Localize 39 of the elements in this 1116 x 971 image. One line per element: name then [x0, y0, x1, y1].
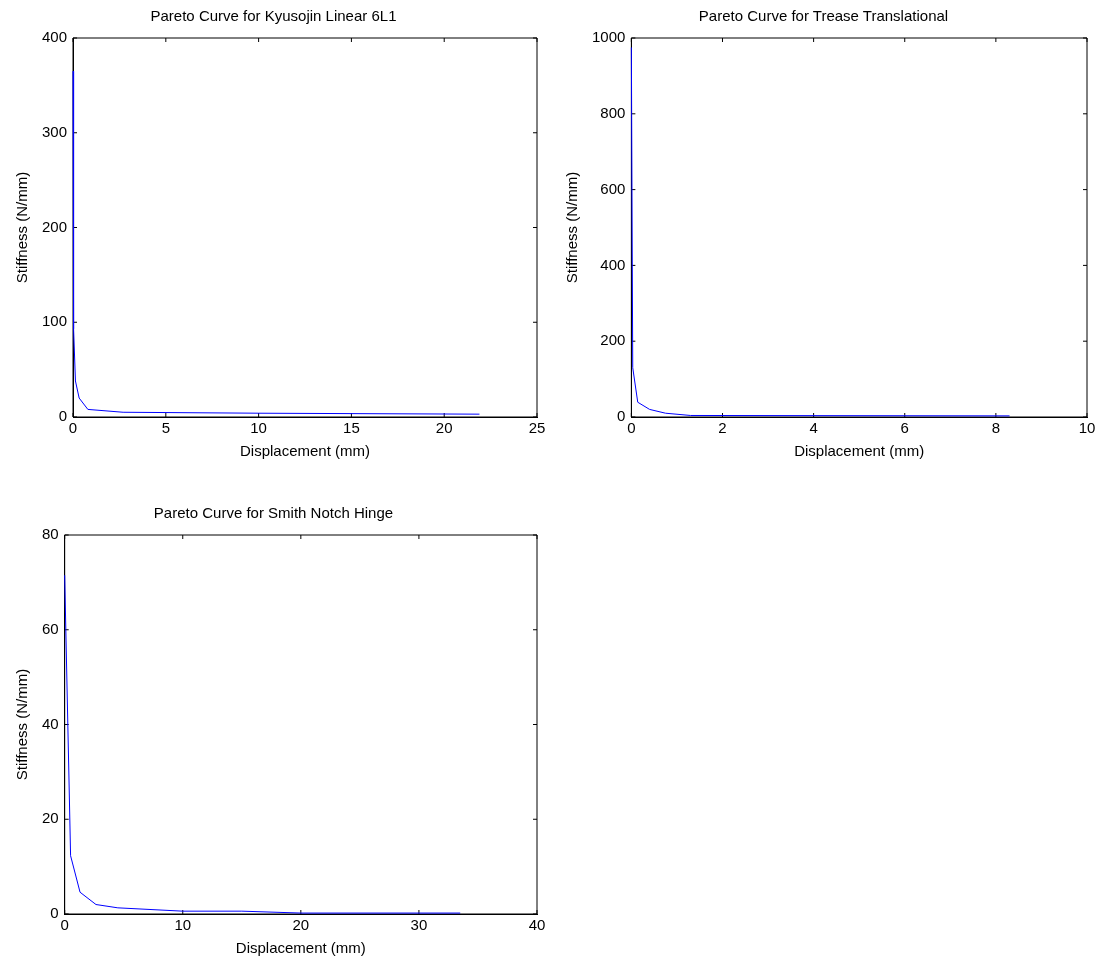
x-tick-label: 25 — [528, 419, 546, 437]
y-tick-label: 300 — [42, 122, 68, 140]
chart-title: Pareto Curve for Trease Translational — [698, 7, 949, 25]
y-tick-label: 800 — [600, 103, 626, 121]
y-tick-label: 400 — [42, 28, 68, 46]
x-tick-label: 40 — [528, 916, 546, 934]
y-tick-label: 60 — [42, 619, 59, 637]
x-axis-title: Displacement (mm) — [794, 442, 925, 460]
x-tick-label: 4 — [809, 419, 818, 437]
x-tick-label: 10 — [174, 916, 192, 934]
y-tick-label: 80 — [42, 525, 59, 543]
x-tick-label: 20 — [435, 419, 453, 437]
y-tick-label: 20 — [42, 809, 59, 827]
x-tick-label: 2 — [718, 419, 727, 437]
chart-title: Pareto Curve for Smith Notch Hinge — [153, 504, 394, 522]
x-tick-label: 5 — [161, 419, 170, 437]
x-tick-label: 15 — [343, 419, 360, 437]
y-tick-label: 0 — [58, 407, 68, 425]
y-axis-title: Stiffness (N/mm) — [563, 171, 581, 284]
y-tick-label: 200 — [42, 217, 68, 235]
x-tick-label: 10 — [1078, 419, 1096, 437]
chart-title: Pareto Curve for Kyusojin Linear 6L1 — [150, 7, 397, 25]
x-axis-title: Displacement (mm) — [235, 939, 366, 957]
y-tick-label: 0 — [50, 904, 59, 922]
x-tick-label: 10 — [250, 419, 267, 437]
y-tick-label: 100 — [42, 312, 68, 330]
y-tick-label: 600 — [600, 179, 626, 197]
y-tick-label: 400 — [600, 255, 626, 273]
x-tick-label: 6 — [900, 419, 909, 437]
x-tick-label: 8 — [991, 419, 1001, 437]
y-axis-title: Stiffness (N/mm) — [13, 668, 31, 781]
y-axis-title: Stiffness (N/mm) — [13, 171, 31, 284]
y-tick-label: 40 — [42, 714, 59, 732]
y-tick-label: 0 — [617, 407, 626, 425]
x-tick-label: 20 — [292, 916, 310, 934]
x-tick-label: 30 — [410, 916, 428, 934]
x-axis-title: Displacement (mm) — [240, 442, 371, 460]
y-tick-label: 1000 — [591, 28, 626, 46]
y-tick-label: 200 — [600, 331, 626, 349]
